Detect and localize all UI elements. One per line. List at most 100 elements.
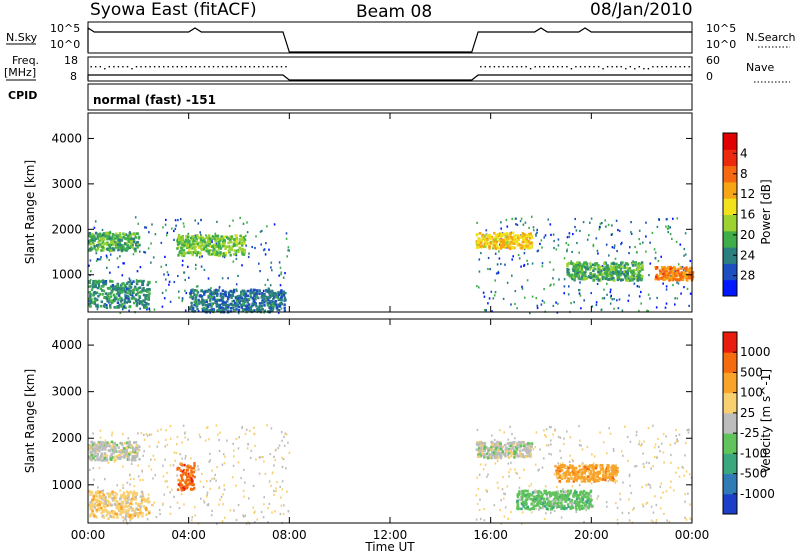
range-cell [138,243,141,247]
range-cell [165,438,167,441]
range-cell [123,493,126,496]
range-cell [192,251,196,254]
range-cell [117,298,120,301]
range-cell [223,488,226,491]
range-cell [200,243,204,246]
range-cell [589,477,592,480]
cpid-label: CPID [8,89,37,102]
range-cell [124,237,127,240]
range-cell [674,274,677,277]
range-cell [609,291,612,294]
range-cell [591,466,594,470]
range-cell [686,279,689,282]
range-cell [574,225,576,229]
range-cell [524,498,527,502]
range-cell [675,240,678,243]
range-cell [142,303,145,307]
range-cell [625,270,628,273]
range-cell [650,467,652,470]
range-cell [572,493,576,496]
range-cell [91,510,94,514]
range-cell [616,265,619,269]
range-cell [108,246,112,249]
range-cell [108,494,112,498]
range-cell [96,291,99,294]
range-cell [223,484,225,487]
range-cell [286,255,288,258]
range-cell [205,299,208,302]
range-cell [181,488,184,492]
range-cell [143,289,146,292]
nave-dot [99,66,101,68]
range-cell [178,467,181,470]
range-cell [136,303,139,306]
nave-dot [638,66,640,68]
beam-label: Beam 08 [356,2,432,22]
range-cell [104,496,107,499]
range-cell [536,250,539,253]
range-cell [89,501,92,504]
range-cell [95,455,98,458]
range-cell [182,249,186,252]
range-cell [532,226,535,229]
range-cell [569,454,571,457]
range-cell [499,244,503,248]
range-cell [133,514,137,517]
range-cell [89,295,92,298]
range-cell [209,294,212,298]
range-cell [549,439,552,442]
range-cell [127,300,130,303]
range-cell [234,252,238,256]
range-cell [521,498,524,501]
range-cell [112,285,115,289]
range-cell [520,441,523,444]
range-cell [566,498,569,501]
range-cell [287,246,290,249]
nave-dot [570,68,573,70]
range-cell [637,275,640,278]
range-cell [180,238,184,242]
range-cell [605,501,608,504]
range-cell [131,289,134,292]
range-cell [189,236,193,240]
range-cell [134,249,137,253]
range-cell [92,239,95,243]
range-cell [94,491,98,494]
range-cell [575,497,579,501]
range-cell [191,516,194,519]
range-cell [618,266,622,270]
range-cell [177,274,179,278]
range-cell [529,455,532,459]
range-cell [582,475,586,479]
range-cell [568,235,571,238]
range-cell [132,513,135,516]
range-cell [671,277,674,281]
range-cell [283,306,286,310]
range-cell [129,451,133,454]
range-cell [592,266,595,270]
range-cell [128,440,131,444]
range-cell [486,475,488,478]
range-cell [478,242,481,246]
range-cell [173,229,175,233]
nave-dot [597,66,600,68]
range-cell [242,292,246,295]
range-cell [568,464,572,467]
range-cell [607,469,611,473]
range-cell [138,513,141,516]
range-cell [190,457,192,460]
range-cell [640,278,643,281]
range-cell [498,234,501,237]
range-cell [141,492,144,496]
range-cell [277,447,280,450]
range-cell [526,279,529,282]
range-cell [235,283,238,286]
range-cell [231,304,234,307]
range-cell [577,496,580,499]
range-cell [126,291,129,294]
range-cell [539,495,542,498]
range-cell [216,292,219,296]
range-cell [137,298,140,302]
nave-dot [674,66,677,68]
range-cell [219,306,222,310]
